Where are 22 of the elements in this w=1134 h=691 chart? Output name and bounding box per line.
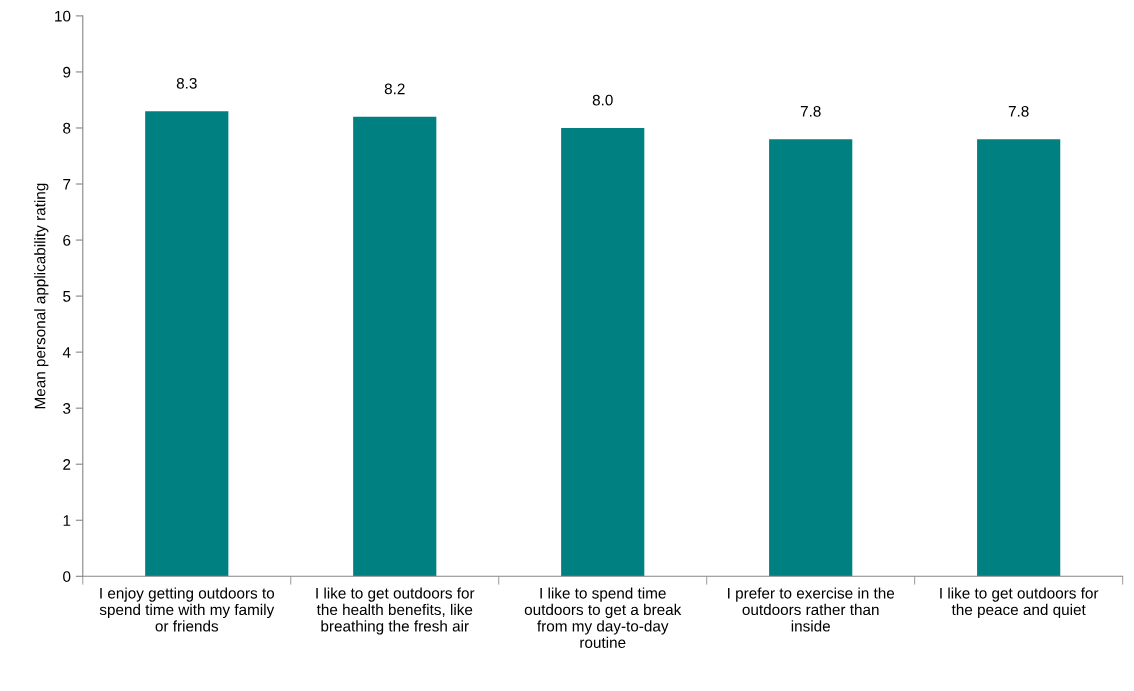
y-tick-label: 2 xyxy=(63,459,71,470)
data-label: 8.2 xyxy=(384,83,405,95)
y-tick-label: 4 xyxy=(62,347,71,358)
x-tick-label: I enjoy getting outdoors to spend time with my family or friends xyxy=(99,587,275,632)
data-label: 8.3 xyxy=(176,77,197,89)
x-tick-label: I like to get outdoors for the health benefits, like breathing the fresh air xyxy=(316,587,475,635)
y-tick-label: 0 xyxy=(63,571,71,582)
data-label: 7.8 xyxy=(1008,105,1029,117)
x-tick-label: I like to spend time outdoors to get a break from my day-to-day routine xyxy=(524,587,682,648)
y-axis-title: Mean personal applicability rating xyxy=(34,183,49,409)
x-tick-label: I prefer to exercise in the outdoors rather than inside xyxy=(728,587,895,632)
y-tick-label: 10 xyxy=(55,10,71,22)
y-tick-label: 9 xyxy=(63,66,71,78)
y-tick-label: 3 xyxy=(63,403,71,414)
y-tick-label: 5 xyxy=(63,291,71,302)
data-label: 8.0 xyxy=(592,94,613,106)
y-tick-label: 8 xyxy=(63,122,71,134)
y-tick-label: 1 xyxy=(63,515,71,526)
data-label: 7.8 xyxy=(800,105,821,117)
x-tick-label: I like to get outdoors for the peace and quiet xyxy=(940,587,1099,619)
y-tick-label: 6 xyxy=(63,234,71,246)
y-tick-label: 7 xyxy=(63,179,71,190)
